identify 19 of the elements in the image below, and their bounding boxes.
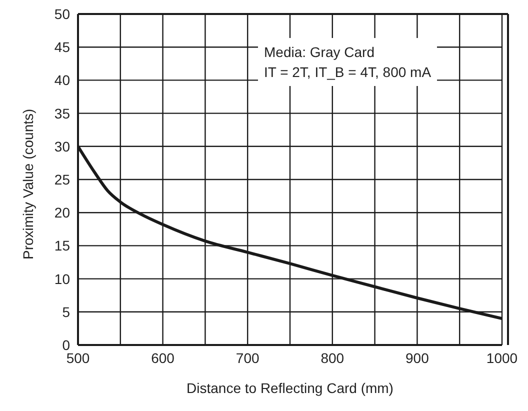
y-tick-label: 40 bbox=[54, 72, 70, 88]
y-tick-label: 25 bbox=[54, 171, 70, 188]
y-tick-label: 10 bbox=[54, 270, 70, 287]
x-tick-label: 700 bbox=[236, 350, 260, 366]
annotation: Media: Gray Card bbox=[264, 43, 376, 62]
y-tick-label: 45 bbox=[54, 39, 70, 56]
y-axis-title: Proximity Value (counts) bbox=[20, 108, 36, 260]
y-tick-label: 30 bbox=[54, 138, 70, 154]
y-tick-label: 20 bbox=[54, 204, 70, 221]
x-tick-label: 800 bbox=[320, 350, 344, 366]
annotation: IT = 2T, IT_B = 4T, 800 mA bbox=[264, 63, 432, 82]
x-axis-title: Distance to Reflecting Card (mm) bbox=[186, 380, 394, 396]
x-tick-label: 900 bbox=[406, 350, 430, 366]
y-tick-label: 35 bbox=[54, 105, 70, 122]
y-tick-label: 50 bbox=[54, 6, 70, 22]
y-tick-label: 5 bbox=[62, 304, 70, 320]
x-tick-label: 600 bbox=[151, 350, 175, 366]
x-tick-label: 1000 bbox=[486, 350, 518, 366]
y-tick-label: 15 bbox=[54, 238, 70, 254]
